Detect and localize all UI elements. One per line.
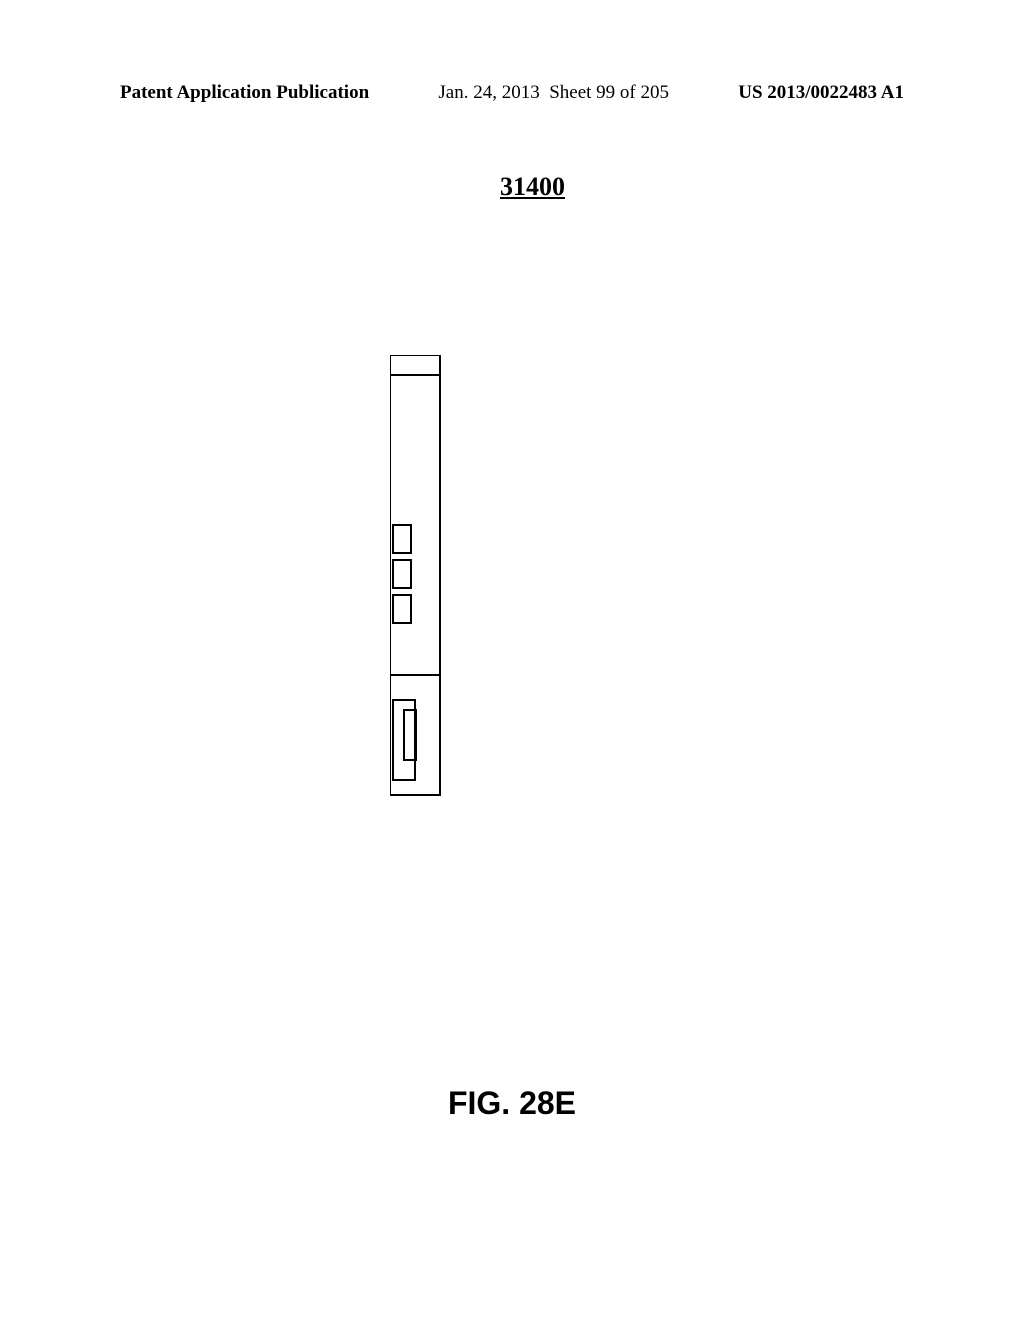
publication-number: US 2013/0022483 A1: [738, 82, 904, 104]
figure-label: FIG. 28E: [0, 1085, 1024, 1122]
page-header: Patent Application Publication Jan. 24, …: [0, 82, 1024, 104]
date-sheet: Jan. 24, 2013 Sheet 99 of 205: [438, 82, 669, 104]
publication-label: Patent Application Publication: [120, 82, 369, 104]
sheet-number: Sheet 99 of 205: [549, 82, 669, 103]
reference-number: 31400: [500, 172, 565, 202]
publication-date: Jan. 24, 2013: [438, 82, 539, 103]
figure-drawing: [390, 355, 450, 805]
